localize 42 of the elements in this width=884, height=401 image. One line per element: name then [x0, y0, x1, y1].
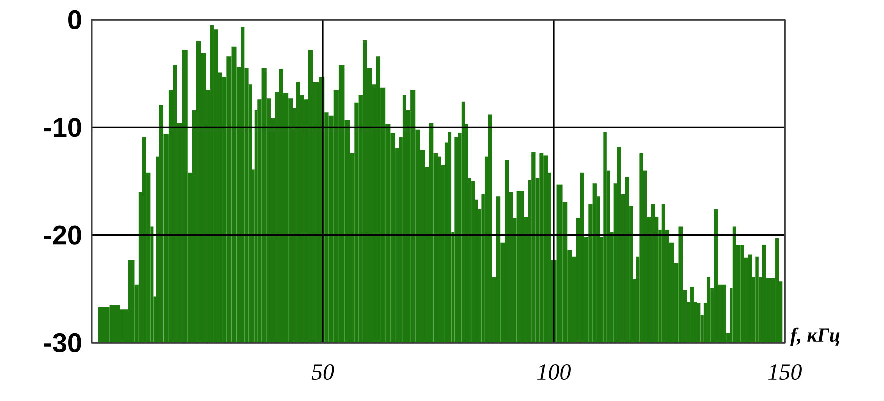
- bar: [722, 284, 727, 343]
- bar: [488, 114, 492, 343]
- bar: [532, 152, 536, 343]
- bar: [714, 209, 718, 343]
- bar: [740, 245, 744, 343]
- bar: [540, 154, 544, 343]
- bar: [462, 102, 466, 343]
- bar: [516, 191, 520, 343]
- y-tick-label: -10: [44, 118, 82, 138]
- bar: [690, 287, 694, 343]
- bar: [241, 28, 245, 343]
- bar: [604, 132, 607, 343]
- bar: [592, 184, 597, 343]
- bar: [580, 172, 584, 343]
- x-tick-label: 150: [768, 364, 802, 380]
- y-tick-label: 0: [68, 10, 82, 30]
- bar: [448, 132, 452, 343]
- x-tick-label: 100: [538, 364, 571, 380]
- bar: [697, 303, 701, 343]
- bar: [429, 123, 434, 343]
- x-axis-title: f, кГц: [790, 328, 840, 346]
- bar: [214, 30, 218, 343]
- bar: [262, 68, 267, 343]
- bar: [617, 147, 622, 343]
- bar: [776, 238, 779, 343]
- bar: [651, 204, 656, 343]
- bar: [496, 196, 501, 343]
- bar: [296, 82, 300, 343]
- bar: [142, 137, 147, 343]
- bar: [625, 177, 630, 343]
- bar: [756, 256, 759, 343]
- bar: [707, 277, 711, 343]
- bar: [732, 226, 736, 343]
- bar: [544, 156, 548, 343]
- y-tick-label: -20: [44, 226, 82, 245]
- bar: [402, 95, 406, 343]
- y-tick-label: -30: [44, 333, 82, 353]
- bar: [748, 254, 752, 343]
- bar: [640, 154, 644, 343]
- x-tick-label: 50: [312, 364, 334, 380]
- bar: [454, 137, 458, 343]
- bar: [520, 191, 524, 343]
